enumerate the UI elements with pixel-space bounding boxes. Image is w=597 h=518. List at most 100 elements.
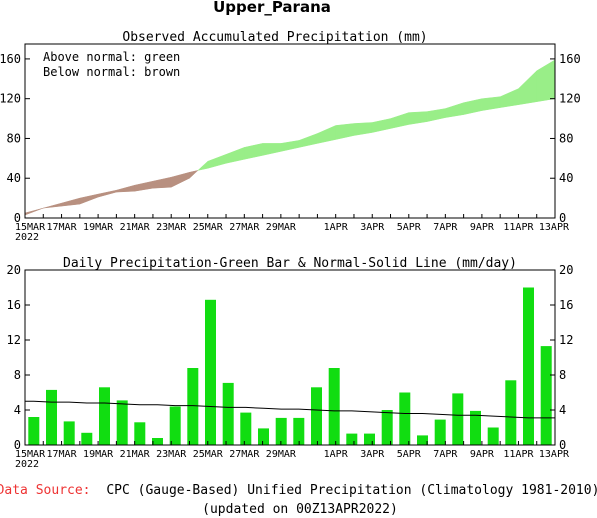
daily-precip-bar — [311, 387, 322, 445]
accum-area-segment — [500, 89, 518, 108]
y-tick-label-right: 40 — [559, 171, 573, 185]
accum-area-segment — [62, 198, 80, 206]
daily-precip-bar — [99, 387, 110, 445]
x-tick-label: 3APR — [360, 449, 385, 460]
data-source-line: Data Source: CPC (Gauge-Based) Unified P… — [0, 483, 597, 498]
y-tick-label-left: 40 — [7, 171, 21, 185]
x-tick-label: 3APR — [360, 222, 385, 233]
y-tick-label-left: 120 — [0, 92, 21, 106]
accum-area-segment — [244, 143, 262, 159]
y-tick-label-left: 80 — [7, 131, 21, 145]
x-tick-label: 25MAR — [193, 222, 224, 233]
x-tick-label: 21MAR — [120, 449, 151, 460]
accum-area-segment — [281, 140, 299, 151]
accum-area-segment — [135, 181, 153, 191]
daily-precip-bar — [452, 393, 463, 445]
accum-area-segment — [482, 97, 500, 111]
y-tick-label-right: 4 — [559, 403, 566, 417]
daily-precip-bar — [364, 434, 375, 445]
y-tick-label-right: 80 — [559, 131, 573, 145]
accum-area-segment — [354, 123, 372, 136]
accum-area-segment — [198, 161, 208, 170]
x-tick-label: 1APR — [324, 449, 349, 460]
accum-area-segment — [208, 154, 226, 168]
daily-precip-bar — [134, 422, 145, 445]
daily-precip-bar — [399, 393, 410, 446]
y-tick-label-left: 4 — [14, 403, 21, 417]
daily-precip-bar — [505, 380, 516, 445]
accum-area-segment — [464, 99, 482, 115]
x-year-label: 2022 — [15, 459, 39, 470]
x-tick-label: 17MAR — [46, 449, 77, 460]
y-tick-label-left: 8 — [14, 368, 21, 382]
accum-area-segment — [171, 172, 189, 187]
accum-area-segment — [409, 112, 427, 125]
accum-area-segment — [317, 126, 335, 144]
y-tick-label-left: 12 — [7, 333, 21, 347]
daily-precip-bar — [276, 418, 287, 445]
x-tick-label: 23MAR — [156, 222, 187, 233]
x-tick-label: 25MAR — [193, 449, 224, 460]
accum-area-segment — [43, 203, 61, 208]
x-tick-label: 5APR — [397, 222, 422, 233]
x-tick-label: 17MAR — [46, 222, 77, 233]
accum-area-segment — [190, 170, 198, 178]
daily-precip-bar — [170, 407, 181, 446]
accum-area-segment — [226, 147, 244, 163]
x-tick-label: 9APR — [470, 449, 495, 460]
data-source-label: Data Source: — [0, 483, 91, 498]
accum-area-segment — [391, 113, 409, 129]
accum-area-segment — [98, 190, 116, 197]
x-tick-label: 27MAR — [229, 449, 260, 460]
accum-area-segment — [299, 134, 317, 148]
y-tick-label-right: 12 — [559, 333, 573, 347]
accum-area-segment — [25, 208, 43, 215]
x-tick-label: 9APR — [470, 222, 495, 233]
y-tick-label-right: 160 — [559, 52, 581, 66]
daily-precip-bar — [346, 434, 357, 445]
y-tick-label-right: 20 — [559, 263, 573, 277]
daily-precip-bar — [329, 368, 340, 445]
updated-text: (updated on 00Z13APR2022) — [202, 502, 398, 517]
daily-precip-bar — [28, 417, 39, 445]
daily-precip-bar — [382, 410, 393, 445]
daily-precip-bar — [223, 383, 234, 445]
x-tick-label: 13APR — [539, 449, 570, 460]
daily-precip-bar — [541, 346, 552, 445]
x-tick-label: 11APR — [503, 449, 534, 460]
x-tick-label: 11APR — [503, 222, 534, 233]
accum-area-segment — [80, 194, 98, 204]
accum-area-segment — [518, 71, 536, 105]
bottom-chart-title: Daily Precipitation-Green Bar & Normal-S… — [63, 256, 517, 271]
daily-precip-panel: Daily Precipitation-Green Bar & Normal-S… — [7, 256, 574, 470]
x-year-label: 2022 — [15, 232, 39, 243]
top-area-group — [25, 60, 555, 215]
daily-precip-bar — [488, 428, 499, 446]
bottom-bars-group — [28, 288, 551, 446]
x-tick-label: 7APR — [433, 449, 458, 460]
legend-below-normal: Below normal: brown — [43, 65, 180, 79]
accum-area-segment — [336, 124, 354, 140]
daily-precip-bar — [117, 400, 128, 445]
daily-precip-bar — [46, 390, 57, 445]
x-tick-label: 19MAR — [83, 222, 114, 233]
daily-precip-bar — [187, 368, 198, 445]
x-tick-label: 29MAR — [266, 222, 297, 233]
data-source-text: CPC (Gauge-Based) Unified Precipitation … — [106, 483, 597, 498]
y-tick-label-right: 16 — [559, 298, 573, 312]
accum-area-segment — [537, 60, 555, 102]
top-chart-title: Observed Accumulated Precipitation (mm) — [122, 30, 427, 45]
x-tick-label: 1APR — [324, 222, 349, 233]
daily-precip-bar — [417, 435, 428, 445]
daily-precip-bar — [470, 411, 481, 445]
daily-precip-bar — [152, 438, 163, 445]
daily-precip-bar — [240, 413, 251, 445]
x-tick-label: 19MAR — [83, 449, 114, 460]
y-tick-label-right: 8 — [559, 368, 566, 382]
x-tick-label: 27MAR — [229, 222, 260, 233]
accum-area-segment — [372, 119, 390, 133]
legend-above-normal: Above normal: green — [43, 50, 180, 64]
daily-precip-bar — [64, 421, 75, 445]
accum-area-segment — [445, 103, 463, 118]
